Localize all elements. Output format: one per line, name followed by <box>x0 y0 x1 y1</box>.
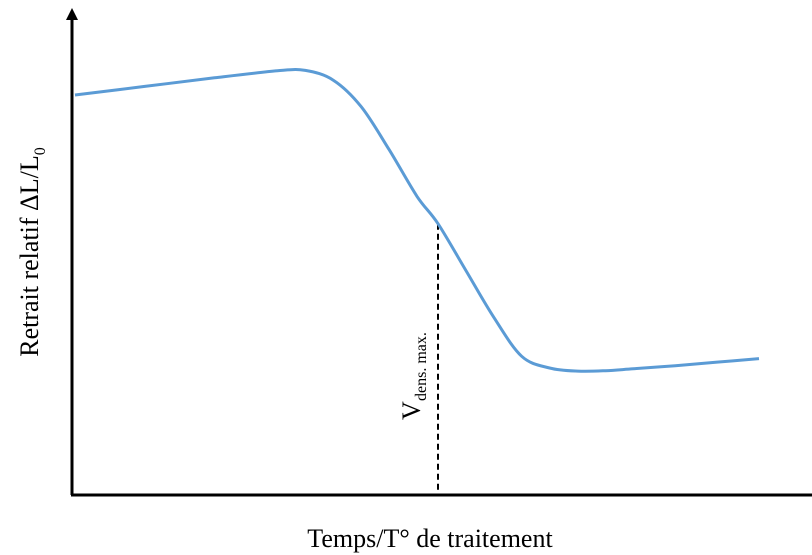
y-axis-arrow <box>66 8 78 20</box>
svg-text:Retrait relatif ΔL/L0: Retrait relatif ΔL/L0 <box>15 147 49 357</box>
y-axis-label: Retrait relatif ΔL/L0 <box>15 147 49 357</box>
max-densification-label-sub: dens. max. <box>413 332 430 401</box>
y-axis-label-main: Retrait relatif ΔL/L <box>15 155 44 357</box>
x-axis-label: Temps/T° de traitement <box>307 524 553 553</box>
shrinkage-curve <box>74 68 760 373</box>
max-densification-label: V dens. max. <box>397 332 430 420</box>
max-densification-label-main: V <box>397 401 426 420</box>
y-axis-label-sub: 0 <box>32 147 49 155</box>
